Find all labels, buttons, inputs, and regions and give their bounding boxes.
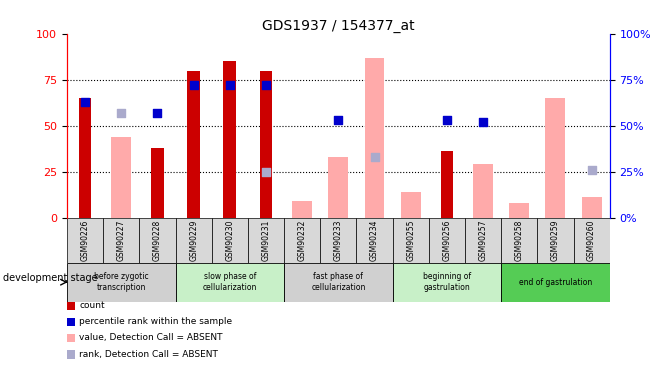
Point xyxy=(80,99,90,105)
Text: GSM90229: GSM90229 xyxy=(189,220,198,261)
Text: GSM90226: GSM90226 xyxy=(80,220,90,261)
Text: beginning of
gastrulation: beginning of gastrulation xyxy=(423,273,471,292)
Bar xyxy=(67,217,103,262)
Bar xyxy=(545,98,565,218)
Text: development stage: development stage xyxy=(3,273,98,284)
Bar xyxy=(574,217,610,262)
Text: GSM90233: GSM90233 xyxy=(334,220,343,261)
Bar xyxy=(284,217,320,262)
Point xyxy=(116,110,127,116)
Text: GSM90230: GSM90230 xyxy=(225,220,234,261)
Bar xyxy=(328,157,348,218)
Bar xyxy=(224,62,236,217)
Point xyxy=(188,82,199,88)
Bar xyxy=(441,152,453,217)
Text: GSM90228: GSM90228 xyxy=(153,220,162,261)
Bar xyxy=(212,217,248,262)
Bar xyxy=(393,217,429,262)
Bar xyxy=(111,136,131,218)
Bar xyxy=(473,164,493,218)
Bar xyxy=(151,148,163,217)
Bar xyxy=(284,262,393,302)
Text: GSM90227: GSM90227 xyxy=(117,220,126,261)
Bar xyxy=(248,217,284,262)
Point xyxy=(224,82,235,88)
Bar xyxy=(67,262,176,302)
Text: GSM90256: GSM90256 xyxy=(442,220,452,261)
Bar xyxy=(364,58,385,217)
Bar xyxy=(292,201,312,217)
Point xyxy=(152,110,163,116)
Text: GSM90260: GSM90260 xyxy=(587,220,596,261)
Text: value, Detection Call = ABSENT: value, Detection Call = ABSENT xyxy=(79,333,222,342)
Text: fast phase of
cellularization: fast phase of cellularization xyxy=(311,273,366,292)
Text: slow phase of
cellularization: slow phase of cellularization xyxy=(202,273,257,292)
Text: before zygotic
transcription: before zygotic transcription xyxy=(94,273,149,292)
Point xyxy=(261,82,271,88)
Bar xyxy=(356,217,393,262)
Bar xyxy=(79,98,91,218)
Text: GSM90259: GSM90259 xyxy=(551,220,560,261)
Point xyxy=(369,154,380,160)
Text: GSM90255: GSM90255 xyxy=(406,220,415,261)
Text: end of gastrulation: end of gastrulation xyxy=(519,278,592,286)
Point xyxy=(478,119,488,125)
Point xyxy=(586,167,597,173)
Bar xyxy=(260,70,272,217)
Bar xyxy=(176,217,212,262)
Text: GSM90231: GSM90231 xyxy=(261,220,271,261)
Bar xyxy=(509,203,529,217)
Text: GSM90257: GSM90257 xyxy=(478,220,488,261)
Title: GDS1937 / 154377_at: GDS1937 / 154377_at xyxy=(262,19,415,33)
Bar xyxy=(429,217,465,262)
Point xyxy=(333,117,344,123)
Bar xyxy=(320,217,356,262)
Bar xyxy=(401,192,421,217)
Bar xyxy=(501,217,537,262)
Text: percentile rank within the sample: percentile rank within the sample xyxy=(79,317,232,326)
Text: count: count xyxy=(79,301,105,310)
Bar xyxy=(501,262,610,302)
Text: GSM90234: GSM90234 xyxy=(370,220,379,261)
Bar xyxy=(176,262,284,302)
Bar xyxy=(139,217,176,262)
Bar xyxy=(582,197,602,217)
Point xyxy=(442,117,452,123)
Bar xyxy=(465,217,501,262)
Bar xyxy=(537,217,574,262)
Bar xyxy=(393,262,501,302)
Bar xyxy=(103,217,139,262)
Text: GSM90258: GSM90258 xyxy=(515,220,524,261)
Point xyxy=(261,169,271,175)
Text: GSM90232: GSM90232 xyxy=(297,220,307,261)
Text: rank, Detection Call = ABSENT: rank, Detection Call = ABSENT xyxy=(79,350,218,358)
Bar xyxy=(188,70,200,217)
